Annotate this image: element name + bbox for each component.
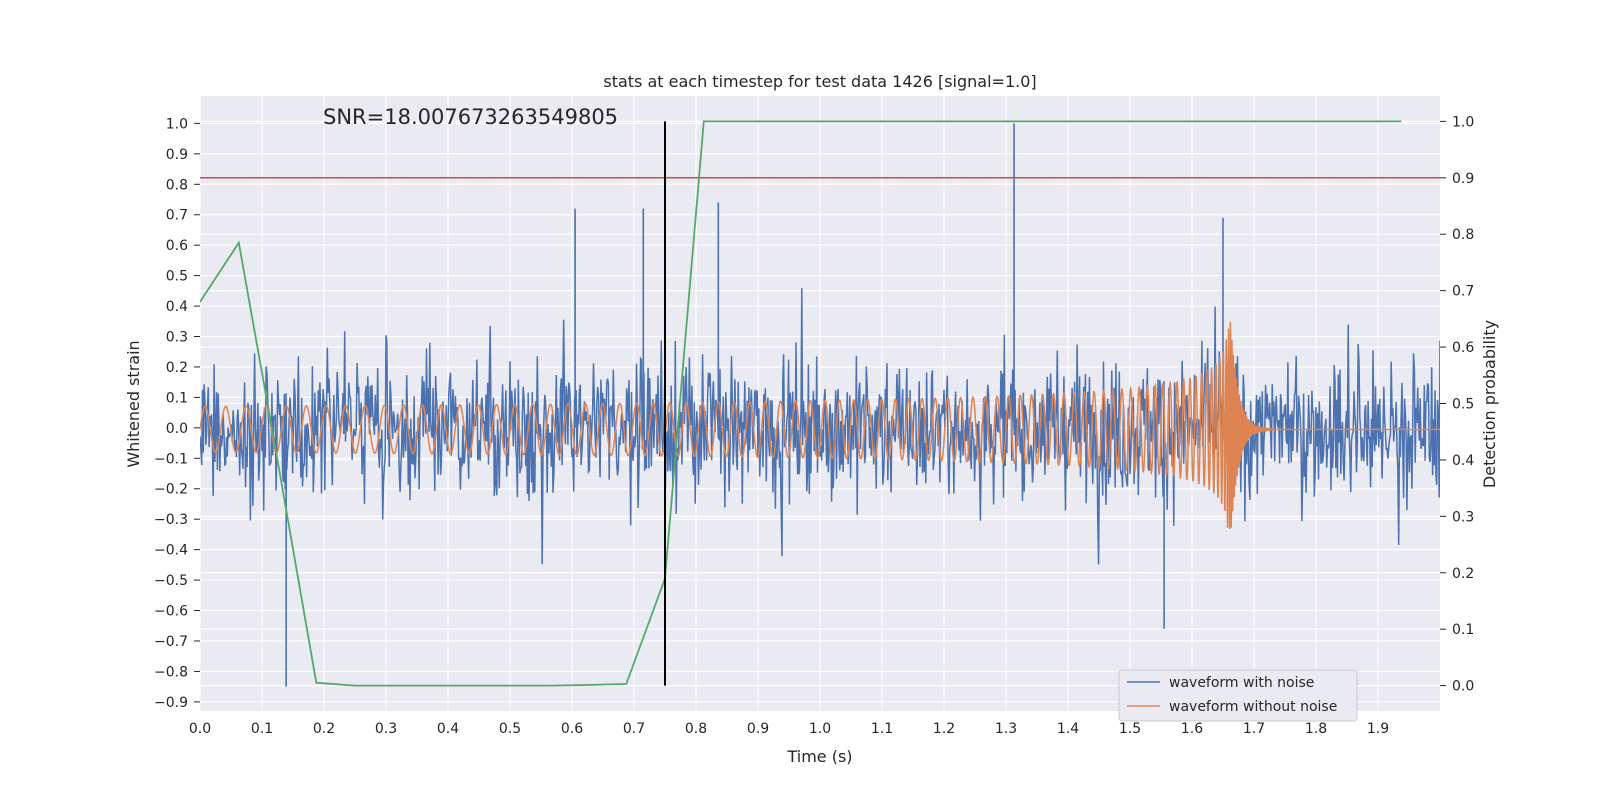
x-tick-label: 1.0	[809, 721, 831, 737]
y-tick-label: −0.4	[154, 543, 188, 559]
x-axis-label: Time (s)	[786, 747, 852, 766]
x-tick-label: 0.6	[561, 721, 583, 737]
x-tick-label: 0.1	[251, 721, 273, 737]
x-tick-label: 0.3	[375, 721, 397, 737]
y-tick-label: 0.9	[166, 147, 188, 163]
y-right-tick-label: 0.0	[1452, 679, 1474, 695]
y-tick-label: −0.7	[154, 634, 188, 650]
legend-label-clean: waveform without noise	[1169, 699, 1337, 715]
ticks: 0.0 0.1 0.2 0.3 0.4 0.5 0.6 0.7 0.8 0.9 1.0 1.1 1.2 1…	[154, 114, 1474, 737]
x-tick-label: 1.1	[871, 721, 893, 737]
y-tick-label: 0.3	[166, 330, 188, 346]
y-right-tick-label: 1.0	[1452, 114, 1474, 130]
x-tick-label: 1.6	[1181, 721, 1203, 737]
legend-box	[1118, 669, 1358, 722]
y-right-tick-label: 0.1	[1452, 622, 1474, 638]
y-right-tick-label: 0.7	[1452, 284, 1474, 300]
x-tick-label: 0.7	[623, 721, 645, 737]
y-tick-label: 0.0	[166, 421, 188, 437]
y-right-tick-label: 0.6	[1452, 340, 1474, 356]
x-tick-label: 0.4	[437, 721, 459, 737]
y-tick-label: 0.8	[166, 177, 188, 193]
x-tick-label: 0.0	[189, 721, 211, 737]
y-tick-label: −0.3	[154, 512, 188, 528]
series-layer	[200, 120, 1440, 687]
x-tick-label: 0.8	[685, 721, 707, 737]
y-tick-label: −0.1	[154, 451, 188, 467]
y-tick-label: −0.6	[154, 604, 188, 620]
y-tick-label: 0.6	[166, 238, 188, 254]
x-tick-label: 0.5	[499, 721, 521, 737]
y-tick-label: −0.9	[154, 695, 188, 711]
y-tick-label: 0.4	[166, 299, 188, 315]
legend: waveform with noise waveform without noi…	[1118, 669, 1358, 722]
x-tick-label: 1.7	[1243, 721, 1265, 737]
x-tick-label: 1.4	[1057, 721, 1079, 737]
x-tick-label: 0.9	[747, 721, 769, 737]
y-right-tick-label: 0.9	[1452, 171, 1474, 187]
y-tick-label: 1.0	[166, 116, 188, 132]
chart-title: stats at each timestep for test data 142…	[603, 72, 1036, 91]
y-tick-label: 0.7	[166, 208, 188, 224]
y-right-tick-label: 0.3	[1452, 509, 1474, 525]
snr-annotation: SNR=18.007673263549805	[323, 105, 618, 129]
x-tick-label: 1.9	[1367, 721, 1389, 737]
y-axis-label-left: Whitened strain	[124, 340, 143, 467]
y-axis-label-right: Detection probability	[1480, 320, 1499, 488]
y-right-tick-label: 0.2	[1452, 566, 1474, 582]
y-right-tick-label: 0.5	[1452, 397, 1474, 413]
x-tick-label: 0.2	[313, 721, 335, 737]
x-tick-label: 1.8	[1305, 721, 1327, 737]
y-tick-label: −0.5	[154, 573, 188, 589]
x-tick-label: 1.3	[995, 721, 1017, 737]
y-right-tick-label: 0.8	[1452, 227, 1474, 243]
y-tick-label: 0.2	[166, 360, 188, 376]
y-tick-label: −0.8	[154, 664, 188, 680]
y-tick-label: −0.2	[154, 482, 188, 498]
x-tick-label: 1.2	[933, 721, 955, 737]
y-right-tick-label: 0.4	[1452, 453, 1474, 469]
series-detection-probability	[200, 120, 1402, 687]
legend-label-noise: waveform with noise	[1169, 675, 1314, 691]
y-tick-label: 0.1	[166, 390, 188, 406]
x-tick-label: 1.5	[1119, 721, 1141, 737]
y-tick-label: 0.5	[166, 269, 188, 285]
series-waveform-without-noise	[200, 321, 1440, 529]
